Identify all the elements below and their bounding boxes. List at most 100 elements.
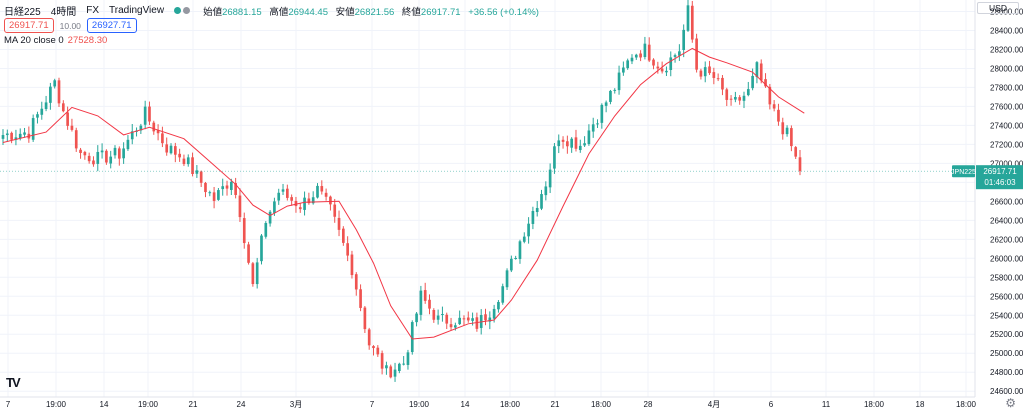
y-tick-label: 26400.00 <box>990 216 1024 225</box>
candle-body <box>574 137 578 149</box>
x-tick-label: 4月 <box>708 400 720 409</box>
candle-body <box>647 44 651 61</box>
candle-body <box>522 236 526 242</box>
source-label: TradingView <box>109 5 165 16</box>
spread-value: 10.00 <box>59 20 81 31</box>
x-tick-label: 7 <box>370 400 375 409</box>
candle-body <box>484 314 487 321</box>
candle-body <box>527 223 530 237</box>
candle-body <box>432 309 436 320</box>
close-value: 26917.71 <box>420 6 461 18</box>
candle-body <box>350 254 354 276</box>
y-tick-label: 27200.00 <box>990 140 1024 149</box>
interval-label[interactable]: 4時間 <box>50 7 77 18</box>
indicator-legend[interactable]: MA 20 close 0 27528.30 <box>4 35 107 46</box>
x-tick-label: 7 <box>6 400 11 409</box>
candle-body <box>238 195 242 218</box>
low-value: 26821.56 <box>354 6 395 18</box>
candle-body <box>5 133 9 136</box>
y-tick-label: 25000.00 <box>990 349 1024 358</box>
candle-body <box>100 150 104 153</box>
candle-body <box>622 67 625 73</box>
candle-body <box>161 133 164 144</box>
candle-body <box>669 57 673 70</box>
ma-line <box>2 47 805 340</box>
candle-body <box>777 109 780 122</box>
price-tag-countdown: 01:46:03 <box>984 178 1016 187</box>
candle-body <box>652 59 655 66</box>
candle-body <box>10 132 13 140</box>
candle-body <box>721 77 724 90</box>
candle-body <box>96 151 100 164</box>
candle-body <box>423 290 427 301</box>
buy-button[interactable]: 26927.71 <box>86 18 137 33</box>
tradingview-logo-icon[interactable]: TV <box>6 375 21 390</box>
candle-body <box>751 75 754 89</box>
candle-body <box>23 132 26 135</box>
candle-body <box>609 90 612 102</box>
candle-body <box>454 325 457 328</box>
grid <box>0 0 975 397</box>
candle-body <box>311 197 315 204</box>
ma-20-line <box>2 47 805 340</box>
candle-body <box>87 155 91 162</box>
candle-body <box>337 217 341 230</box>
symbol-name[interactable]: 日経225 <box>4 7 41 18</box>
x-tick-label: 24 <box>237 400 246 409</box>
candle-body <box>294 200 298 207</box>
candle-body <box>221 186 225 190</box>
candle-body <box>143 106 147 125</box>
y-tick-label: 27000.00 <box>990 159 1024 168</box>
indicator-label: MA 20 close 0 <box>4 35 64 46</box>
candle-body <box>130 131 134 140</box>
y-tick-label: 26000.00 <box>990 254 1024 263</box>
candle-body <box>393 369 397 377</box>
candle-body <box>40 108 44 115</box>
currency-selector[interactable]: USD <box>977 2 1019 14</box>
candle-body <box>557 140 561 147</box>
candle-body <box>156 130 160 134</box>
candle-body <box>475 317 479 329</box>
candle-body <box>398 363 401 372</box>
open-value: 26881.15 <box>222 6 262 18</box>
indicator-value: 27528.30 <box>67 35 108 46</box>
candle-body <box>634 54 638 58</box>
x-tick-label: 19:00 <box>138 400 159 409</box>
y-tick-label: 28600.00 <box>990 7 1024 16</box>
candle-body <box>488 317 492 322</box>
candle-body <box>690 5 694 40</box>
candle-body <box>497 301 500 310</box>
candle-body <box>578 145 582 151</box>
candle-body <box>772 104 776 109</box>
candle-body <box>268 211 272 224</box>
candle-body <box>587 130 591 145</box>
candle-body <box>316 185 319 198</box>
y-tick-label: 24600.00 <box>990 387 1024 396</box>
x-tick-label: 14 <box>100 400 109 409</box>
candle-body <box>264 222 268 237</box>
candle-body <box>759 63 763 81</box>
gear-icon[interactable]: ⚙ <box>1005 396 1016 410</box>
candle-body <box>66 112 69 126</box>
candle-body <box>342 228 345 243</box>
symbol-header: 日経225 4時間 FX TradingView 始値26881.15 高値26… <box>4 3 539 18</box>
candle-body <box>570 138 574 148</box>
x-tick-label: 19:00 <box>46 400 67 409</box>
candle-body <box>79 149 82 153</box>
candle-body <box>746 89 750 96</box>
y-tick-label: 26200.00 <box>990 235 1024 244</box>
x-tick-label: 18:00 <box>864 400 885 409</box>
sell-button[interactable]: 26917.71 <box>4 18 54 33</box>
candle-body <box>716 78 720 80</box>
candle-body <box>462 318 466 320</box>
candle-body <box>544 186 548 196</box>
candle-body <box>281 189 285 192</box>
price-tag <box>976 165 1023 190</box>
x-tick-label: 18:00 <box>956 400 977 409</box>
candle-body <box>285 188 289 198</box>
candle-body <box>225 185 229 189</box>
symbol-tag <box>952 165 975 178</box>
candle-body <box>307 198 311 204</box>
